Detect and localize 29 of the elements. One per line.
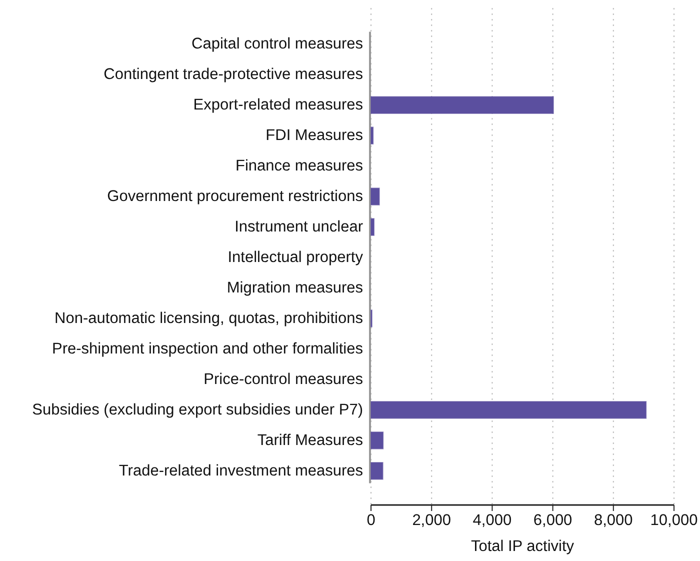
- bar: [370, 218, 375, 236]
- bar: [370, 188, 380, 206]
- y-tick-label: Trade-related investment measures: [118, 462, 364, 480]
- y-tick-label: Non-automatic licensing, quotas, prohibitions: [54, 310, 364, 327]
- y-tick-label: Tariff Measures: [257, 432, 364, 449]
- x-tick-label: 10,000: [650, 512, 698, 529]
- x-tick-label: 2,000: [412, 512, 452, 529]
- bar: [370, 432, 384, 450]
- y-tick-label: Migration measures: [226, 279, 364, 296]
- y-tick-label: Price-control measures: [204, 370, 364, 388]
- y-tick-label: Intellectual property: [228, 249, 364, 266]
- y-tick-label: Government procurement restrictions: [107, 188, 364, 206]
- x-tick-label: 0: [366, 512, 376, 529]
- y-tick-label: Instrument unclear: [234, 218, 363, 236]
- bar: [370, 126, 374, 144]
- x-axis-title: Total IP activity: [470, 538, 574, 555]
- x-tick-label: 8,000: [594, 512, 634, 529]
- bar: [370, 462, 384, 480]
- y-tick-label: Finance measures: [235, 158, 364, 175]
- x-tick-label: 4,000: [472, 512, 512, 529]
- bar: [370, 96, 554, 114]
- y-tick-label: FDI Measures: [266, 127, 364, 144]
- y-tick-label: Pre-shipment inspection and other formalities: [52, 340, 364, 358]
- y-tick-label: Contingent trade-protective measures: [104, 66, 364, 84]
- y-tick-label: Export-related measures: [193, 96, 364, 114]
- x-tick-label: 6,000: [533, 512, 573, 529]
- y-tick-label: Subsidies (excluding export subsidies under P7): [32, 401, 363, 418]
- bar: [370, 401, 647, 419]
- y-tick-label: Capital control measures: [192, 36, 364, 53]
